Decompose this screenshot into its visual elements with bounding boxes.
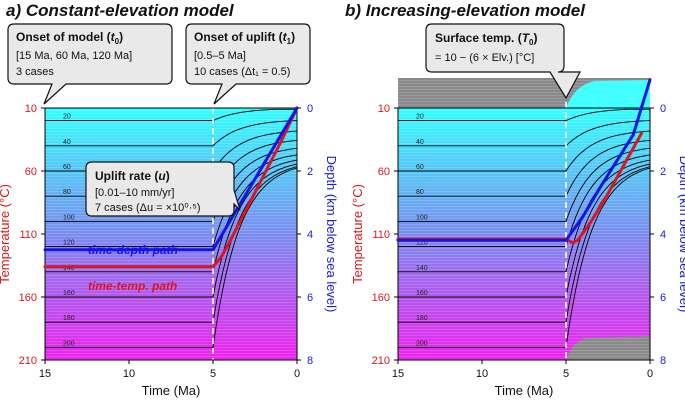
x-tick-label: 15 [39,368,51,380]
temp-tick-label: 10 [378,103,390,115]
depth-tick-label: 4 [660,229,666,241]
temp-tick-label: 110 [372,229,390,241]
time-temp-path [43,106,299,269]
elevation-zone-bottom-striping [566,336,650,360]
isotherm-40 [45,120,298,147]
isotherm-label-100: 100 [63,214,75,221]
callout-onset-of-model-cases: 3 cases [16,66,54,78]
callout-onset-of-uplift-cases: 10 cases (Δt₁ = 0.5) [194,66,290,78]
x-tick-label: 10 [476,368,488,380]
temp-tick-label: 10 [25,103,37,115]
isotherm-40 [398,120,651,147]
depth-tick-label: 2 [660,166,666,178]
isotherm-200 [45,167,298,348]
isotherm-label-80: 80 [63,189,71,196]
time-temp-path-label: time-temp. path [88,279,177,293]
isotherm-label-80: 80 [416,189,424,196]
isotherm-label-160: 160 [63,290,75,297]
callout-uplift-rate-heading: Uplift rate (u) [95,169,170,183]
isotherm-label-40: 40 [416,139,424,146]
callout-uplift-rate-range: [0.01–10 mm/yr] [95,187,174,199]
x-tick-label: 5 [210,368,216,380]
depth-tick-label: 8 [307,355,313,367]
paths-a [43,106,299,269]
panel-b-title: b) Increasing-elevation model [345,1,586,20]
isotherm-label-20: 20 [416,114,424,121]
isotherm-label-120: 120 [416,240,428,247]
callout-uplift-rate: Uplift rate (u) [0.01–10 mm/yr] 7 cases … [85,161,241,217]
callout-onset-of-uplift: Onset of uplift (t1) [0.5–5 Ma] 10 cases… [185,23,311,105]
x-tick-label: 15 [392,368,404,380]
isotherm-label-200: 200 [63,340,75,347]
depth-tick-label: 0 [307,103,313,115]
isotherm-label-180: 180 [63,315,75,322]
temp-tick-label: 60 [378,166,390,178]
isotherm-label-200: 200 [416,340,428,347]
x-tick-label: 0 [647,368,653,380]
callout-onset-of-model-heading: Onset of model (t0) [16,30,123,46]
panel-b: b) Increasing-elevation model 2040608010… [345,1,685,398]
isotherm-label-60: 60 [416,164,424,171]
depth-tick-label: 2 [307,166,313,178]
x-tick-label: 0 [294,368,300,380]
isotherm-120 [398,154,651,248]
depth-tick-label: 4 [307,229,313,241]
isotherm-label-100: 100 [416,214,428,221]
callout-onset-of-model-range: [15 Ma, 60 Ma, 120 Ma] [16,50,132,62]
isotherm-200 [398,167,651,348]
callout-surface-temperature-heading: Surface temp. (T0) [435,31,538,47]
x-tick-label: 10 [123,368,135,380]
temp-tick-label: 210 [372,355,390,367]
depth-tick-label: 6 [307,292,313,304]
isotherm-label-40: 40 [63,139,71,146]
isotherm-100 [398,147,651,222]
callout-onset-of-uplift-range: [0.5–5 Ma] [194,50,246,62]
depth-tick-label: 6 [660,292,666,304]
isotherm-label-160: 160 [416,290,428,297]
panel-a-title: a) Constant-elevation model [6,1,235,20]
isotherm-label-180: 180 [416,315,428,322]
x-tick-label: 5 [563,368,569,380]
plot-b: 20 40 60 80 100 120 140 160 180 200 [398,78,651,360]
depth-tick-label: 0 [660,103,666,115]
temperature-axis-label: Temperature (°C) [0,184,12,284]
temp-tick-label: 160 [19,292,37,304]
temperature-axis-label: Temperature (°C) [350,184,365,284]
time-depth-path [43,106,299,252]
isotherm-label-120: 120 [63,240,75,247]
x-axis-label: Time (Ma) [142,383,201,398]
x-axis-label: Time (Ma) [495,383,554,398]
time-depth-path [396,78,652,242]
callout-uplift-rate-cases: 7 cases (Δu = ×10⁰·⁵) [95,202,201,214]
callout-onset-of-model: Onset of model (t0) [15 Ma, 60 Ma, 120 M… [7,23,173,105]
temp-tick-label: 210 [19,355,37,367]
panel-a: a) Constant-elevation model 204060801001… [0,1,339,398]
callout-surface-temperature-formula: = 10 − (6 × Elv.) [°C] [435,52,534,64]
temp-tick-label: 160 [372,292,390,304]
isotherm-20 [45,108,297,122]
isotherm-160 [398,163,651,298]
isotherm-label-60: 60 [63,164,71,171]
uplifted-surface-zone [566,80,650,108]
depth-axis-label: Depth (km below sea level) [677,156,685,313]
paths-b [396,78,652,245]
callout-onset-of-uplift-heading: Onset of uplift (t1) [194,30,295,46]
temp-tick-label: 60 [25,166,37,178]
isotherm-20 [398,108,650,122]
isotherm-140 [398,159,651,273]
time-depth-path-label: time-depth path [88,243,178,257]
depth-tick-label: 8 [660,355,666,367]
isotherm-label-140: 140 [416,265,428,272]
temp-tick-label: 110 [19,229,37,241]
callout-surface-temperature: Surface temp. (T0) = 10 − (6 × Elv.) [°C… [425,23,582,100]
isotherm-label-20: 20 [63,114,71,121]
depth-axis-label: Depth (km below sea level) [324,156,339,313]
